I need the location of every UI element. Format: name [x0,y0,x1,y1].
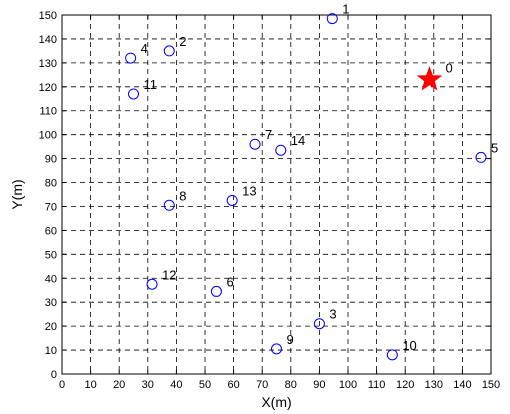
axes-box [61,14,492,375]
x-tick-label: 150 [482,379,500,391]
sink-star-marker [416,66,443,91]
node-1-label: 1 [342,2,349,17]
node-13-label: 13 [242,183,256,198]
y-tick-label: 100 [39,130,57,142]
sink-label: 0 [446,61,453,76]
node-8-marker [163,199,175,211]
x-tick-label: 90 [313,379,325,391]
x-tick-label: 140 [453,379,471,391]
node-2-marker [163,45,175,57]
x-axis-label: X(m) [261,394,291,410]
y-tick-label: 80 [45,178,57,190]
node-8-label: 8 [179,188,186,203]
y-tick-label: 40 [45,273,57,285]
y-tick-label: 110 [39,106,57,118]
y-axis-label: Y(m) [9,179,25,209]
node-4-label: 4 [141,41,148,56]
grid [62,15,491,374]
x-tick-label: 120 [396,379,414,391]
node-5-marker [475,151,487,163]
node-2-label: 2 [179,34,186,49]
ticks [61,14,492,375]
y-tick-label: 30 [45,297,57,309]
node-9-label: 9 [287,332,294,347]
y-tick-labels: 0 10 20 30 40 50 60 70 80 90 100 110 120 130 140 150 [39,10,57,381]
node-9-marker [271,343,282,355]
node-7-label: 7 [265,127,272,142]
x-tick-label: 40 [170,379,182,391]
y-tick-label: 90 [45,154,57,166]
node-12-label: 12 [162,267,176,282]
node-12-marker [146,278,158,290]
x-tick-label: 130 [425,379,443,391]
y-tick-label: 140 [39,34,57,46]
node-3-label: 3 [329,307,336,322]
node-4-marker [125,52,137,64]
y-tick-label: 150 [39,10,57,22]
x-tick-label: 20 [113,379,125,391]
node-5-label: 5 [491,140,498,155]
y-tick-label: 0 [51,369,57,381]
node-6-label: 6 [226,274,233,289]
y-tick-label: 10 [45,345,57,357]
y-tick-label: 20 [45,321,57,333]
data-points [125,13,487,361]
node-11-label: 11 [144,77,158,92]
x-tick-labels: 0 10 20 30 40 50 60 70 80 90 100 110 120 130 140 150 [59,379,500,391]
node-3-marker [313,318,325,330]
y-tick-label: 130 [39,58,57,70]
x-tick-label: 110 [368,379,386,391]
x-tick-label: 100 [339,379,357,391]
y-tick-label: 120 [39,82,57,94]
y-tick-label: 50 [45,249,57,261]
x-tick-label: 80 [285,379,297,391]
node-10-marker [386,349,398,361]
x-tick-label: 60 [227,379,239,391]
x-tick-label: 30 [142,379,154,391]
x-tick-label: 70 [256,379,268,391]
node-1-marker [326,13,338,25]
y-tick-label: 60 [45,225,57,237]
node-10-label: 10 [402,338,416,353]
node-14-marker [275,144,287,156]
y-tick-label: 70 [45,201,57,213]
node-14-label: 14 [291,133,305,148]
x-tick-label: 0 [59,379,65,391]
x-tick-label: 50 [199,379,211,391]
node-13-marker [226,194,238,206]
node-6-marker [210,285,222,297]
node-7-marker [249,138,261,150]
node-11-marker [128,88,139,100]
x-tick-label: 10 [84,379,96,391]
